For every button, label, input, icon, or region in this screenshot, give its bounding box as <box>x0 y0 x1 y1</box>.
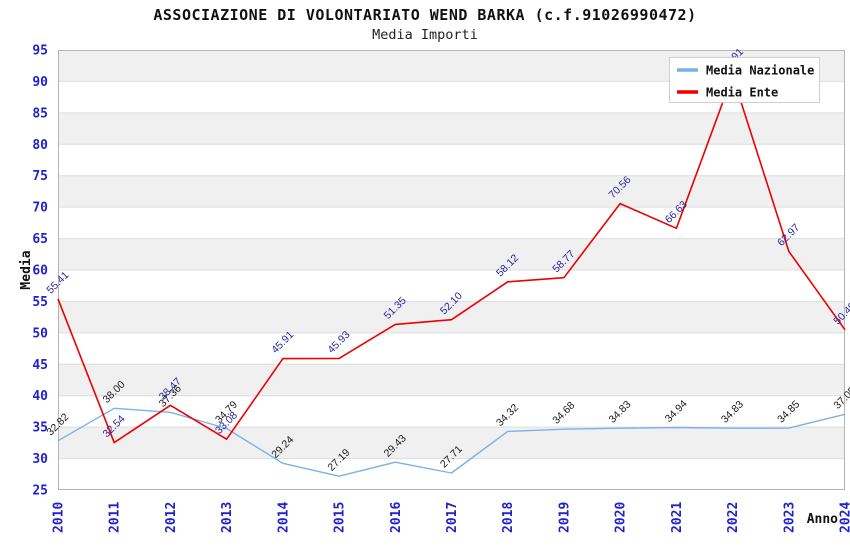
y-tick-label: 75 <box>32 169 48 184</box>
y-axis-tick-labels: 25 30 35 40 45 50 55 60 65 70 75 80 85 90 95 <box>32 44 48 499</box>
legend-label-media-nazionale: Media Nazionale <box>706 64 814 78</box>
y-tick-label: 45 <box>32 358 48 373</box>
legend-item-media-nazionale: Media Nazionale <box>677 64 814 78</box>
y-tick-label: 85 <box>32 106 48 121</box>
x-tick-label: 2012 <box>164 502 179 533</box>
plot-bands <box>58 50 845 459</box>
x-tick-label: 2023 <box>782 502 797 533</box>
x-tick-label: 2015 <box>333 502 348 533</box>
x-tick-label: 2024 <box>839 502 850 533</box>
value-label: 34.94 <box>663 398 690 425</box>
legend: Media Nazionale Media Ente <box>669 57 820 103</box>
grid-lines <box>58 80 845 460</box>
x-tick-label: 2013 <box>220 502 235 533</box>
series-line-media-nazionale <box>57 407 846 477</box>
x-tick-label: 2017 <box>445 502 460 533</box>
value-label: 34.85 <box>775 398 802 425</box>
series-line-media-ente <box>57 74 846 444</box>
x-tick-label: 2016 <box>389 502 404 533</box>
plot-band <box>58 301 845 333</box>
plot-band <box>58 175 845 208</box>
x-tick-label: 2011 <box>108 502 123 533</box>
plot-band <box>58 364 845 396</box>
x-axis-tick-labels: 2010 2011 2012 2013 2014 2015 2016 2017 2018 2019… <box>52 502 850 533</box>
value-label: 34.68 <box>550 399 577 426</box>
y-tick-label: 25 <box>32 484 48 499</box>
chart-subtitle: Media Importi <box>372 27 478 43</box>
y-axis-title: Media <box>19 250 34 289</box>
value-label: 34.83 <box>719 398 746 425</box>
x-tick-label: 2010 <box>52 502 67 533</box>
x-tick-label: 2018 <box>501 502 516 533</box>
legend-item-media-ente: Media Ente <box>677 86 778 100</box>
x-axis-title: Anno <box>807 512 838 527</box>
value-label: 34.83 <box>606 398 633 425</box>
x-tick-label: 2021 <box>670 502 685 533</box>
y-tick-label: 90 <box>32 75 48 90</box>
y-tick-label: 30 <box>32 452 48 467</box>
y-tick-label: 35 <box>32 421 48 436</box>
y-tick-label: 95 <box>32 44 48 59</box>
plot-border <box>58 50 845 490</box>
x-tick-label: 2020 <box>614 502 629 533</box>
y-tick-label: 70 <box>32 201 48 216</box>
y-tick-label: 50 <box>32 326 48 341</box>
y-tick-label: 60 <box>32 264 48 279</box>
y-tick-label: 80 <box>32 138 48 153</box>
plot-band <box>58 427 845 459</box>
plot-band <box>58 112 845 145</box>
chart-title: ASSOCIAZIONE DI VOLONTARIATO WEND BARKA … <box>153 6 697 24</box>
y-tick-label: 55 <box>32 295 48 310</box>
x-tick-label: 2022 <box>726 502 741 533</box>
value-label: 34.32 <box>494 402 521 429</box>
legend-label-media-ente: Media Ente <box>706 86 778 100</box>
x-tick-label: 2019 <box>557 502 572 533</box>
y-tick-label: 65 <box>32 232 48 247</box>
y-tick-label: 40 <box>32 389 48 404</box>
legend-box <box>669 57 820 103</box>
x-tick-label: 2014 <box>276 502 291 533</box>
value-label: 55.41 <box>44 269 71 296</box>
plot-band <box>58 238 845 270</box>
